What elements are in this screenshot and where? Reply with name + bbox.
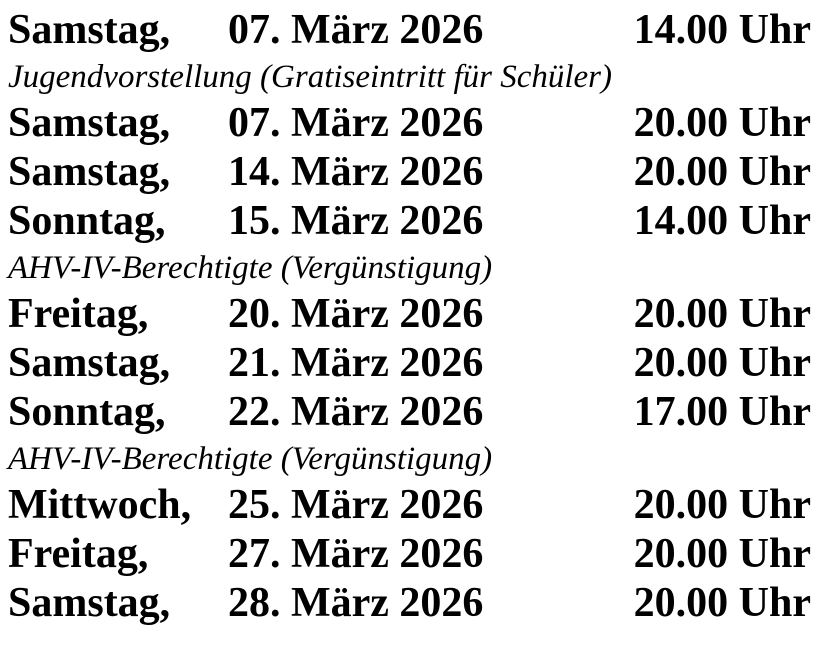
date-label: 07. März 2026 bbox=[228, 7, 484, 53]
schedule-row: Samstag, 14. März 2026 20.00 Uhr bbox=[8, 148, 811, 197]
time-label: 14.00 Uhr bbox=[633, 7, 811, 53]
date-label: 27. März 2026 bbox=[228, 531, 484, 577]
time-label: 14.00 Uhr bbox=[633, 198, 811, 244]
day-label: Freitag, bbox=[8, 291, 149, 337]
date-label: 20. März 2026 bbox=[228, 291, 484, 337]
day-label: Samstag, bbox=[8, 100, 171, 146]
time-label: 20.00 Uhr bbox=[633, 100, 811, 146]
date-label: 25. März 2026 bbox=[228, 482, 484, 528]
day-label: Mittwoch, bbox=[8, 482, 192, 528]
schedule-row: Samstag, 28. März 2026 20.00 Uhr bbox=[8, 579, 811, 628]
schedule-row: Freitag, 20. März 2026 20.00 Uhr bbox=[8, 290, 811, 339]
schedule-row: Samstag, 07. März 2026 14.00 Uhr bbox=[8, 6, 811, 55]
time-label: 20.00 Uhr bbox=[633, 291, 811, 337]
time-label: 20.00 Uhr bbox=[633, 340, 811, 386]
schedule-row: Freitag, 27. März 2026 20.00 Uhr bbox=[8, 530, 811, 579]
note-row: AHV-IV-Berechtigte (Vergünstigung) bbox=[8, 250, 493, 286]
date-label: 22. März 2026 bbox=[228, 389, 484, 435]
time-label: 20.00 Uhr bbox=[633, 482, 811, 528]
schedule-row: Sonntag, 22. März 2026 17.00 Uhr bbox=[8, 388, 811, 437]
schedule-row: Mittwoch, 25. März 2026 20.00 Uhr bbox=[8, 481, 811, 530]
schedule-row: Samstag, 21. März 2026 20.00 Uhr bbox=[8, 339, 811, 388]
note-row: Jugendvorstellung (Gratiseintritt für Sc… bbox=[8, 59, 613, 95]
day-label: Samstag, bbox=[8, 580, 171, 626]
day-label: Samstag, bbox=[8, 340, 171, 386]
day-label: Samstag, bbox=[8, 7, 171, 53]
time-label: 20.00 Uhr bbox=[633, 149, 811, 195]
day-label: Sonntag, bbox=[8, 198, 166, 244]
day-label: Samstag, bbox=[8, 149, 171, 195]
day-label: Freitag, bbox=[8, 531, 149, 577]
note-row: AHV-IV-Berechtigte (Vergünstigung) bbox=[8, 441, 493, 477]
day-label: Sonntag, bbox=[8, 389, 166, 435]
performance-schedule: Samstag, 07. März 2026 14.00 Uhr Jugendv… bbox=[8, 6, 811, 628]
schedule-row: Samstag, 07. März 2026 20.00 Uhr bbox=[8, 99, 811, 148]
date-label: 07. März 2026 bbox=[228, 100, 484, 146]
date-label: 21. März 2026 bbox=[228, 340, 484, 386]
date-label: 28. März 2026 bbox=[228, 580, 484, 626]
schedule-row: Sonntag, 15. März 2026 14.00 Uhr bbox=[8, 197, 811, 246]
time-label: 20.00 Uhr bbox=[633, 580, 811, 626]
date-label: 15. März 2026 bbox=[228, 198, 484, 244]
time-label: 17.00 Uhr bbox=[633, 389, 811, 435]
time-label: 20.00 Uhr bbox=[633, 531, 811, 577]
date-label: 14. März 2026 bbox=[228, 149, 484, 195]
